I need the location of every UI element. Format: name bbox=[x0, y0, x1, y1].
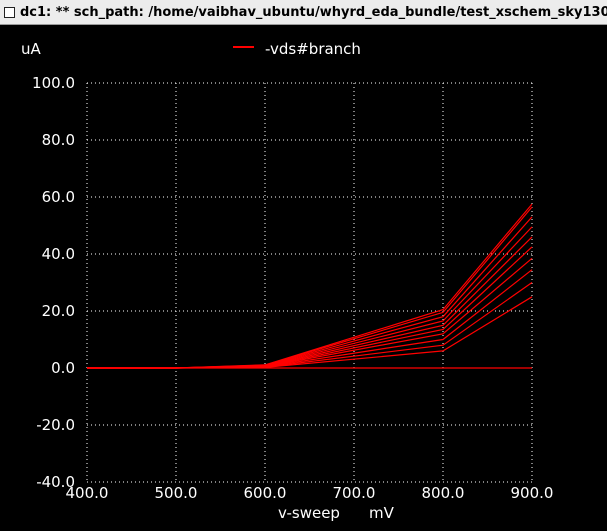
window-title: dc1: ** sch_path: /home/vaibhav_ubuntu/w… bbox=[20, 4, 607, 20]
x-tick-label: 900.0 bbox=[511, 484, 554, 502]
y-tick-label: -40.0 bbox=[36, 473, 75, 491]
y-tick-label: 60.0 bbox=[42, 188, 75, 206]
plot-background bbox=[0, 25, 607, 531]
x-axis-label: v-sweep bbox=[278, 504, 340, 522]
y-tick-label: 20.0 bbox=[42, 302, 75, 320]
trace-line-11 bbox=[87, 203, 533, 369]
traces bbox=[87, 203, 533, 369]
waveform-plot[interactable]: 400.0 500.0 600.0 700.0 800.0 900.0 100.0 80.0 6… bbox=[0, 25, 607, 531]
window-menu-icon[interactable] bbox=[4, 6, 15, 18]
y-tick-label: 80.0 bbox=[42, 131, 75, 149]
x-unit-label: mV bbox=[369, 504, 395, 522]
x-tick-label: 400.0 bbox=[66, 484, 109, 502]
grid bbox=[86, 82, 533, 483]
y-tick-label: 0.0 bbox=[51, 359, 75, 377]
y-unit-label: uA bbox=[21, 40, 42, 58]
x-tick-label: 700.0 bbox=[333, 484, 376, 502]
x-tick-label: 600.0 bbox=[244, 484, 287, 502]
x-tick-label: 800.0 bbox=[422, 484, 465, 502]
y-tick-label: 100.0 bbox=[32, 74, 75, 92]
window-title-bar[interactable]: dc1: ** sch_path: /home/vaibhav_ubuntu/w… bbox=[0, 0, 607, 25]
legend-label: -vds#branch bbox=[265, 40, 361, 58]
y-tick-label: 40.0 bbox=[42, 245, 75, 263]
tick-labels: 400.0 500.0 600.0 700.0 800.0 900.0 100.0 80.0 6… bbox=[32, 74, 553, 502]
y-tick-label: -20.0 bbox=[36, 416, 75, 434]
x-tick-label: 500.0 bbox=[155, 484, 198, 502]
